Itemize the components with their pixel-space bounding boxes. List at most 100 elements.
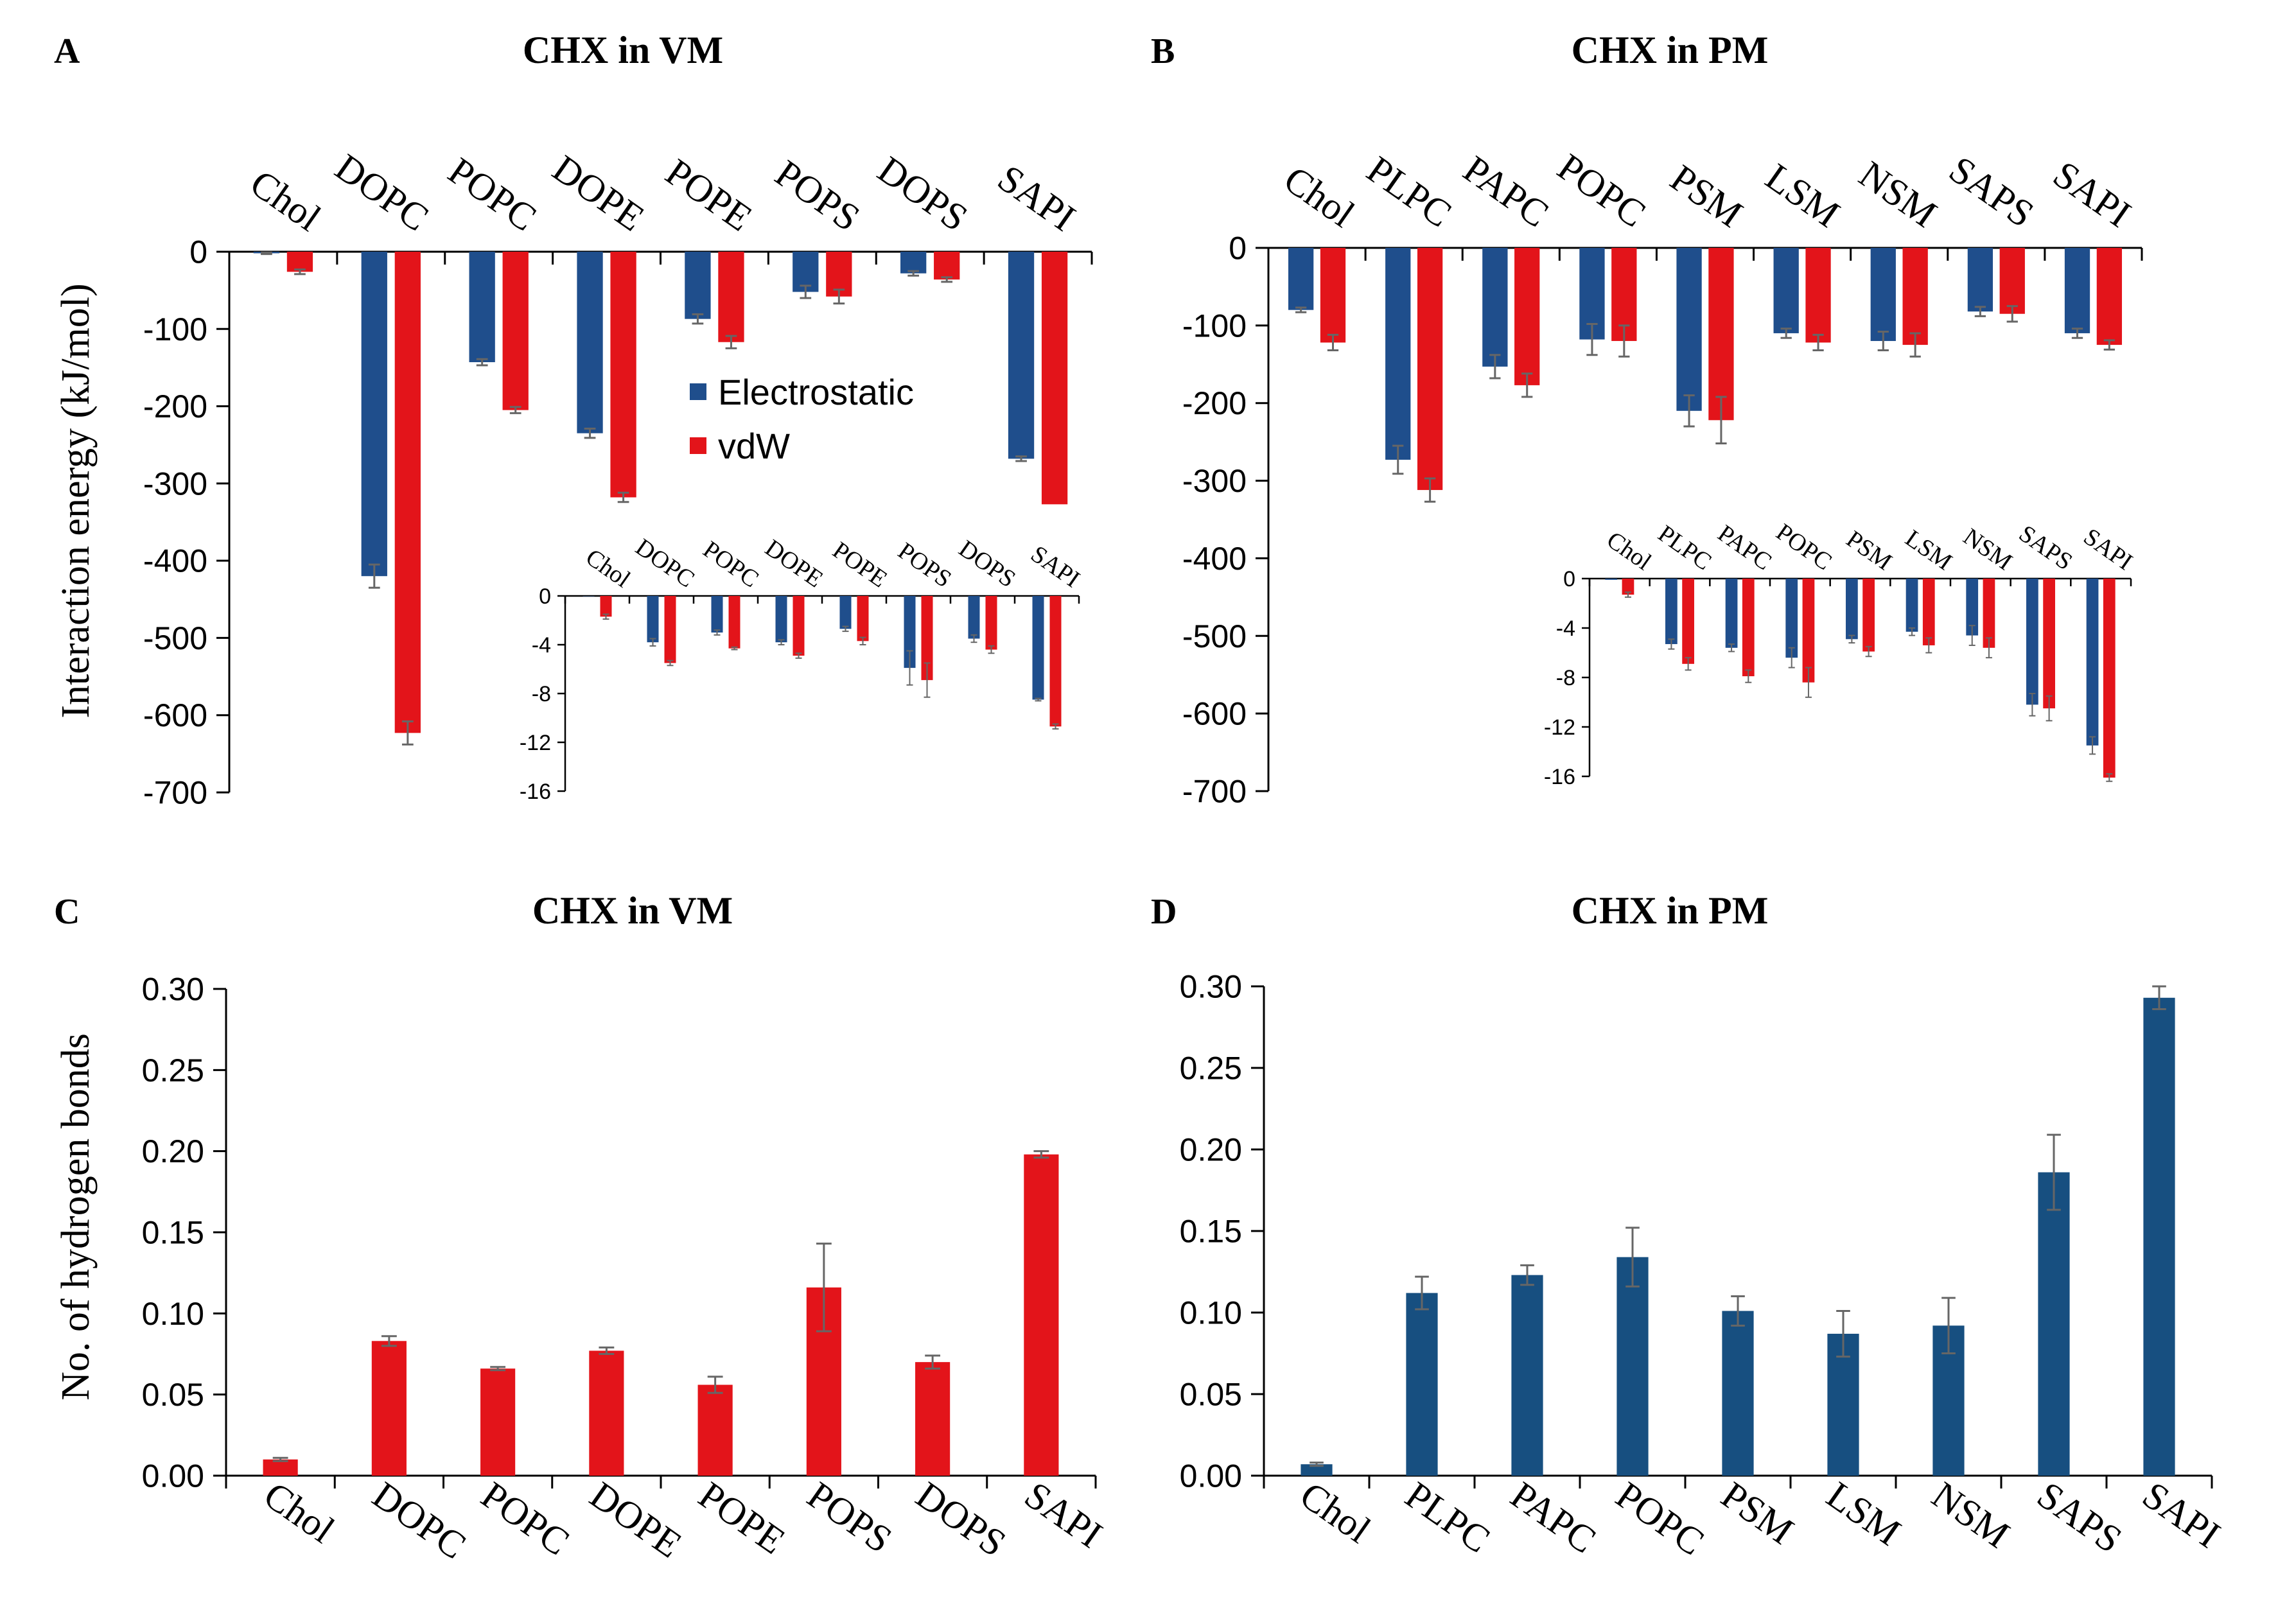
b-inset-category-label-chol: Chol — [1602, 527, 1656, 576]
d-ytick-label: 0.25 — [1180, 1051, 1242, 1087]
a-category-label-sapi: SAPI — [990, 157, 1083, 240]
c-ytick-label: 0.15 — [142, 1215, 204, 1251]
b-inset-bar-vdw-psm — [1862, 579, 1875, 652]
a-inset-ytick-label: -16 — [520, 780, 551, 804]
b-inset-bar-vdw-saps — [2043, 579, 2055, 709]
a-bar-vdw-dops — [934, 252, 960, 280]
b-inset-bar-electrostatic-psm — [1846, 579, 1858, 640]
a-inset-bar-vdw-pops — [921, 596, 933, 681]
b-inset-bar-vdw-chol — [1622, 579, 1634, 595]
a-category-label-pops: POPS — [767, 152, 867, 239]
a-inset-category-label-dopc: DOPC — [631, 534, 699, 593]
c-category-label-pops: POPS — [800, 1474, 899, 1561]
b-bar-vdw-saps — [1999, 248, 2025, 314]
b-inset-bar-electrostatic-saps — [2026, 579, 2038, 705]
b-inset-category-label-popc: POPC — [1771, 518, 1837, 575]
a-category-label-pope: POPE — [658, 150, 760, 239]
legend: Electrostatic vdW — [690, 372, 914, 466]
c-bar-h-bonds-pope — [697, 1384, 733, 1476]
b-category-label-nsm: NSM — [1852, 153, 1944, 236]
b-category-label-psm: PSM — [1663, 157, 1750, 236]
panel-c-ylabel: No. of hydrogen bonds — [54, 1033, 98, 1401]
a-inset-bar-electrostatic-dops — [968, 596, 980, 639]
b-inset-bar-vdw-sapi — [2103, 579, 2116, 778]
a-inset-bar-vdw-popc — [728, 596, 740, 649]
b-inset-bar-electrostatic-chol — [1605, 579, 1618, 580]
a-inset-bar-vdw-chol — [600, 596, 612, 617]
b-inset-category-label-plpc: PLPC — [1653, 520, 1716, 576]
b-inset-ytick-label: -4 — [1556, 616, 1575, 641]
a-category-label-dope: DOPE — [545, 147, 652, 240]
d-category-label-nsm: NSM — [1925, 1474, 2017, 1557]
b-inset-ytick-label: -12 — [1544, 715, 1575, 740]
a-inset-bar-electrostatic-dopc — [647, 596, 659, 643]
b-category-label-saps: SAPS — [1941, 148, 2041, 235]
a-category-label-popc: POPC — [441, 149, 544, 239]
c-ytick-label: 0.20 — [142, 1133, 204, 1169]
a-inset-category-label-dops: DOPS — [954, 535, 1021, 593]
c-category-label-dopc: DOPC — [365, 1474, 473, 1567]
a-ytick-label: -200 — [143, 389, 207, 424]
a-bar-electrostatic-popc — [469, 252, 495, 363]
d-bar-h-bonds-saps — [2038, 1172, 2070, 1476]
b-bar-electrostatic-chol — [1288, 248, 1314, 310]
a-inset-bar-electrostatic-dope — [775, 596, 787, 643]
b-inset-bar-electrostatic-nsm — [1966, 579, 1979, 636]
a-inset-ytick-label: -12 — [520, 731, 551, 755]
d-bar-h-bonds-plpc — [1406, 1293, 1438, 1476]
c-bar-h-bonds-dops — [915, 1362, 951, 1476]
a-bar-vdw-dope — [610, 252, 636, 498]
d-category-label-psm: PSM — [1714, 1474, 1801, 1553]
d-ytick-label: 0.05 — [1180, 1377, 1242, 1413]
b-bar-electrostatic-nsm — [1870, 248, 1896, 342]
a-inset-ytick-label: -4 — [532, 633, 551, 658]
b-bar-vdw-psm — [1708, 248, 1734, 421]
b-bar-electrostatic-psm — [1676, 248, 1702, 411]
d-ytick-label: 0.20 — [1180, 1132, 1242, 1168]
d-category-label-papc: PAPC — [1503, 1474, 1604, 1562]
a-inset-bar-electrostatic-chol — [583, 596, 595, 597]
b-bar-vdw-lsm — [1805, 248, 1831, 343]
b-bar-vdw-chol — [1320, 248, 1346, 343]
a-bar-vdw-chol — [286, 252, 313, 272]
d-bar-h-bonds-sapi — [2143, 997, 2175, 1476]
a-ytick-label: -600 — [143, 697, 207, 733]
panel-b-title: CHX in PM — [1572, 29, 1769, 71]
d-category-label-sapi: SAPI — [2135, 1474, 2228, 1557]
chart-d-hydrogen-bonds-pm: 0.00 0.05 0.10 0.15 0.20 0.25 0.30 Chol PLPC PAPC… — [1180, 969, 2228, 1564]
b-inset-bar-vdw-lsm — [1922, 579, 1935, 645]
panel-c-title: CHX in VM — [532, 889, 733, 932]
a-bar-electrostatic-dopc — [361, 252, 387, 577]
b-inset-category-label-saps: SAPS — [2014, 520, 2078, 576]
a-bar-electrostatic-sapi — [1008, 252, 1035, 459]
a-bar-vdw-pope — [718, 252, 744, 342]
b-category-label-sapi: SAPI — [2046, 153, 2138, 236]
panel-label-a: A — [54, 31, 80, 71]
b-category-label-papc: PAPC — [1456, 148, 1556, 236]
b-inset-bar-electrostatic-popc — [1785, 579, 1798, 658]
c-ytick-label: 0.05 — [142, 1377, 204, 1413]
b-bar-vdw-nsm — [1902, 248, 1928, 345]
b-bar-vdw-sapi — [2096, 248, 2123, 345]
d-bar-h-bonds-chol — [1301, 1464, 1333, 1476]
d-ytick-label: 0.30 — [1180, 969, 1242, 1005]
d-category-label-saps: SAPS — [2030, 1474, 2130, 1561]
legend-electrostatic-label: Electrostatic — [718, 372, 914, 412]
a-ytick-label: 0 — [189, 234, 207, 270]
a-inset-category-label-chol: Chol — [581, 544, 635, 593]
a-inset-bar-electrostatic-popc — [711, 596, 723, 633]
b-inset-bar-vdw-popc — [1802, 579, 1815, 683]
c-ytick-label: 0.30 — [142, 972, 204, 1008]
chart-c-hydrogen-bonds-vm: 0.00 0.05 0.10 0.15 0.20 0.25 0.30 Chol DOPC POPC… — [142, 972, 1110, 1567]
b-inset-bar-electrostatic-sapi — [2086, 579, 2099, 746]
a-bar-vdw-sapi — [1041, 252, 1068, 505]
b-category-label-chol: Chol — [1277, 158, 1362, 236]
c-category-label-pope: POPE — [691, 1474, 793, 1562]
b-inset-ytick-label: -8 — [1556, 666, 1575, 690]
b-inset-ytick-label: 0 — [1563, 567, 1575, 591]
a-inset-category-label-popc: POPC — [698, 536, 764, 593]
d-bar-h-bonds-popc — [1616, 1257, 1649, 1476]
a-inset-category-label-pops: POPS — [893, 537, 956, 593]
